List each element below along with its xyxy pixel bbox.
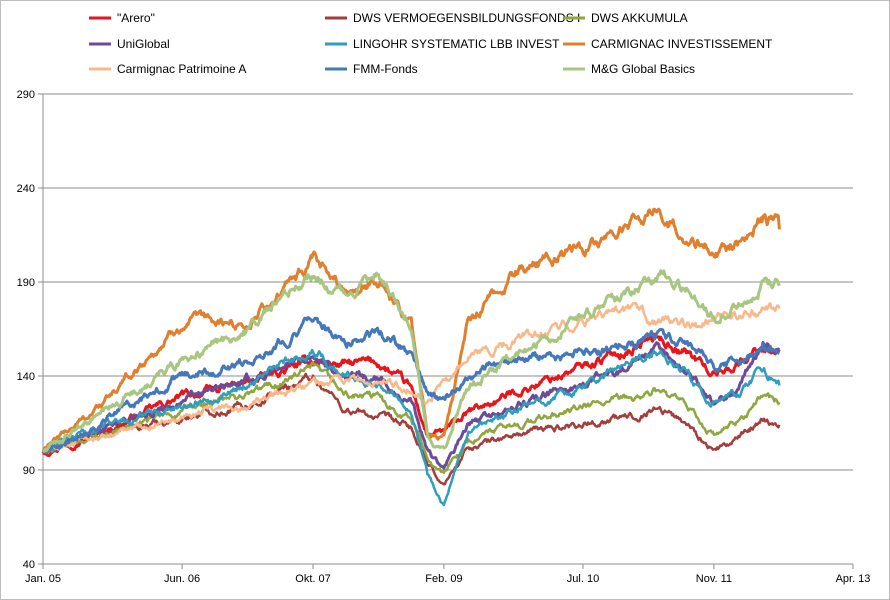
legend: "Arero" DWS VERMOEGENSBILDUNGSFONDS I DWS … — [89, 11, 773, 76]
series-line — [41, 372, 781, 486]
x-tick-label: Feb. 09 — [425, 573, 462, 585]
legend-label: FMM-Fonds — [353, 62, 418, 76]
legend-label: LINGOHR SYSTEMATIC LBB INVEST — [353, 37, 560, 51]
series-line — [42, 269, 781, 453]
x-tick-label: Jul. 10 — [567, 573, 599, 585]
x-tick-label: Jun. 06 — [164, 573, 200, 585]
y-tick-label: 90 — [23, 465, 35, 477]
series-line — [42, 316, 780, 455]
axes: 40 90 140 190 240 290 Jan. 05 Jun. 06 Okt. 07 Feb… — [17, 89, 871, 585]
series-line — [42, 301, 781, 453]
legend-label: "Arero" — [117, 11, 155, 25]
y-tick-label: 40 — [23, 559, 35, 571]
legend-label: DWS AKKUMULA — [591, 11, 688, 25]
x-tick-label: Apr. 13 — [836, 573, 871, 585]
series-line — [42, 348, 781, 507]
x-tick-label: Okt. 07 — [295, 573, 330, 585]
series-line — [41, 207, 781, 453]
legend-label: Carmignac Patrimoine A — [117, 62, 246, 76]
legend-label: CARMIGNAC INVESTISSEMENT — [591, 37, 773, 51]
legend-label: M&G Global Basics — [591, 62, 695, 76]
y-tick-label: 290 — [17, 89, 35, 101]
series-line — [42, 361, 781, 475]
series-lines — [41, 207, 781, 507]
y-tick-label: 140 — [17, 371, 35, 383]
y-tick-label: 240 — [17, 183, 35, 195]
x-tick-label: Nov. 11 — [696, 573, 732, 585]
x-tick-label: Jan. 05 — [25, 573, 61, 585]
legend-label: UniGlobal — [117, 37, 170, 51]
y-tick-label: 190 — [17, 277, 35, 289]
series-line — [41, 341, 781, 470]
legend-label: DWS VERMOEGENSBILDUNGSFONDS I — [353, 11, 580, 25]
